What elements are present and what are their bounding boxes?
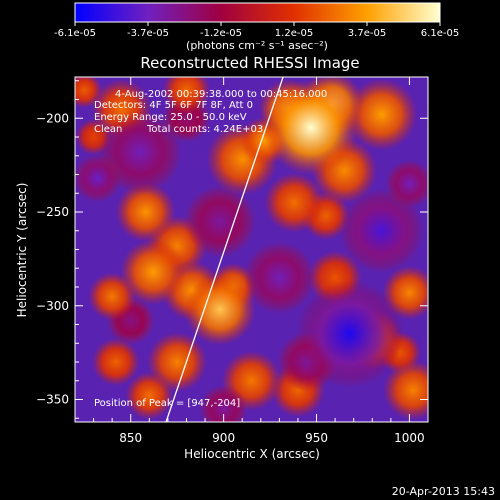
- y-tick-label: −300: [36, 299, 69, 313]
- annotation-detectors: Detectors: 4F 5F 6F 7F 8F, Att 0: [94, 100, 253, 111]
- x-tick-label: 1000: [394, 431, 425, 445]
- y-tick-label: −200: [36, 111, 69, 125]
- colorbar-tick-label: 6.1e-05: [421, 28, 459, 39]
- heatmap-blob: [162, 77, 211, 114]
- colorbar-tick-label: -6.1e-05: [54, 28, 96, 39]
- heatmap-blob: [115, 182, 176, 242]
- heatmap-blob: [296, 280, 404, 388]
- heatmap-blob: [345, 78, 418, 151]
- heatmap-blob: [383, 360, 428, 420]
- colorbar-tick-label: 1.2e-05: [275, 28, 313, 39]
- colorbar-gradient: [74, 2, 441, 23]
- colorbar-tick-label: -1.2e-05: [200, 28, 242, 39]
- annotations: 4-Aug-2002 00:39:38.000 to 00:45:16.000 …: [94, 89, 327, 409]
- heatmap-blob: [199, 385, 248, 422]
- heatmap-blob: [75, 154, 122, 203]
- plot-area: 850 900 950 1000 −200 −250 −300 −350: [36, 76, 429, 445]
- y-tick-label: −350: [36, 393, 69, 407]
- chart-title: Reconstructed RHESSI Image: [140, 54, 359, 72]
- annotation-counts: Total counts: 4.24E+03: [146, 124, 263, 135]
- heatmap-blob: [120, 239, 186, 305]
- annotation-peak: Position of Peak = [947,-204]: [94, 398, 240, 409]
- x-tick-label: 950: [305, 431, 328, 445]
- annotation-clean: Clean: [94, 124, 122, 135]
- footer-timestamp: 20-Apr-2013 15:43: [392, 485, 495, 498]
- heatmap-blob: [147, 332, 207, 392]
- colorbar-tick-label: -3.7e-05: [127, 28, 169, 39]
- annotation-time: 4-Aug-2002 00:39:38.000 to 00:45:16.000: [115, 89, 327, 100]
- y-axis-label: Heliocentric Y (arcsec): [15, 183, 29, 318]
- heatmap-blob: [264, 172, 324, 233]
- colorbar-tick-label: 3.7e-05: [348, 28, 386, 39]
- heatmap-image: [75, 77, 428, 422]
- annotation-energy: Energy Range: 25.0 - 50.0 keV: [94, 112, 247, 123]
- y-tick-label: −250: [36, 205, 69, 219]
- x-tick-label: 900: [212, 431, 235, 445]
- heatmap-blob: [339, 189, 424, 273]
- heatmap-blob: [184, 185, 256, 258]
- colorbar: -6.1e-05 -3.7e-05 -1.2e-05 1.2e-05 3.7e-05 6.…: [54, 2, 459, 52]
- heatmap-blob: [184, 273, 256, 346]
- solar-limb-line: [165, 77, 284, 422]
- colorbar-units: (photons cm⁻² s⁻¹ asec⁻²): [186, 39, 328, 52]
- colorbar-ticks: -6.1e-05 -3.7e-05 -1.2e-05 1.2e-05 3.7e-05 6.…: [54, 22, 459, 39]
- heatmap-blob: [243, 241, 316, 314]
- axis-ticks: 850 900 950 1000 −200 −250 −300 −350: [36, 77, 429, 445]
- heatmap-blob: [263, 80, 359, 176]
- x-tick-label: 850: [119, 431, 142, 445]
- heatmap-blob: [92, 338, 140, 386]
- x-axis-label: Heliocentric X (arcsec): [184, 447, 320, 461]
